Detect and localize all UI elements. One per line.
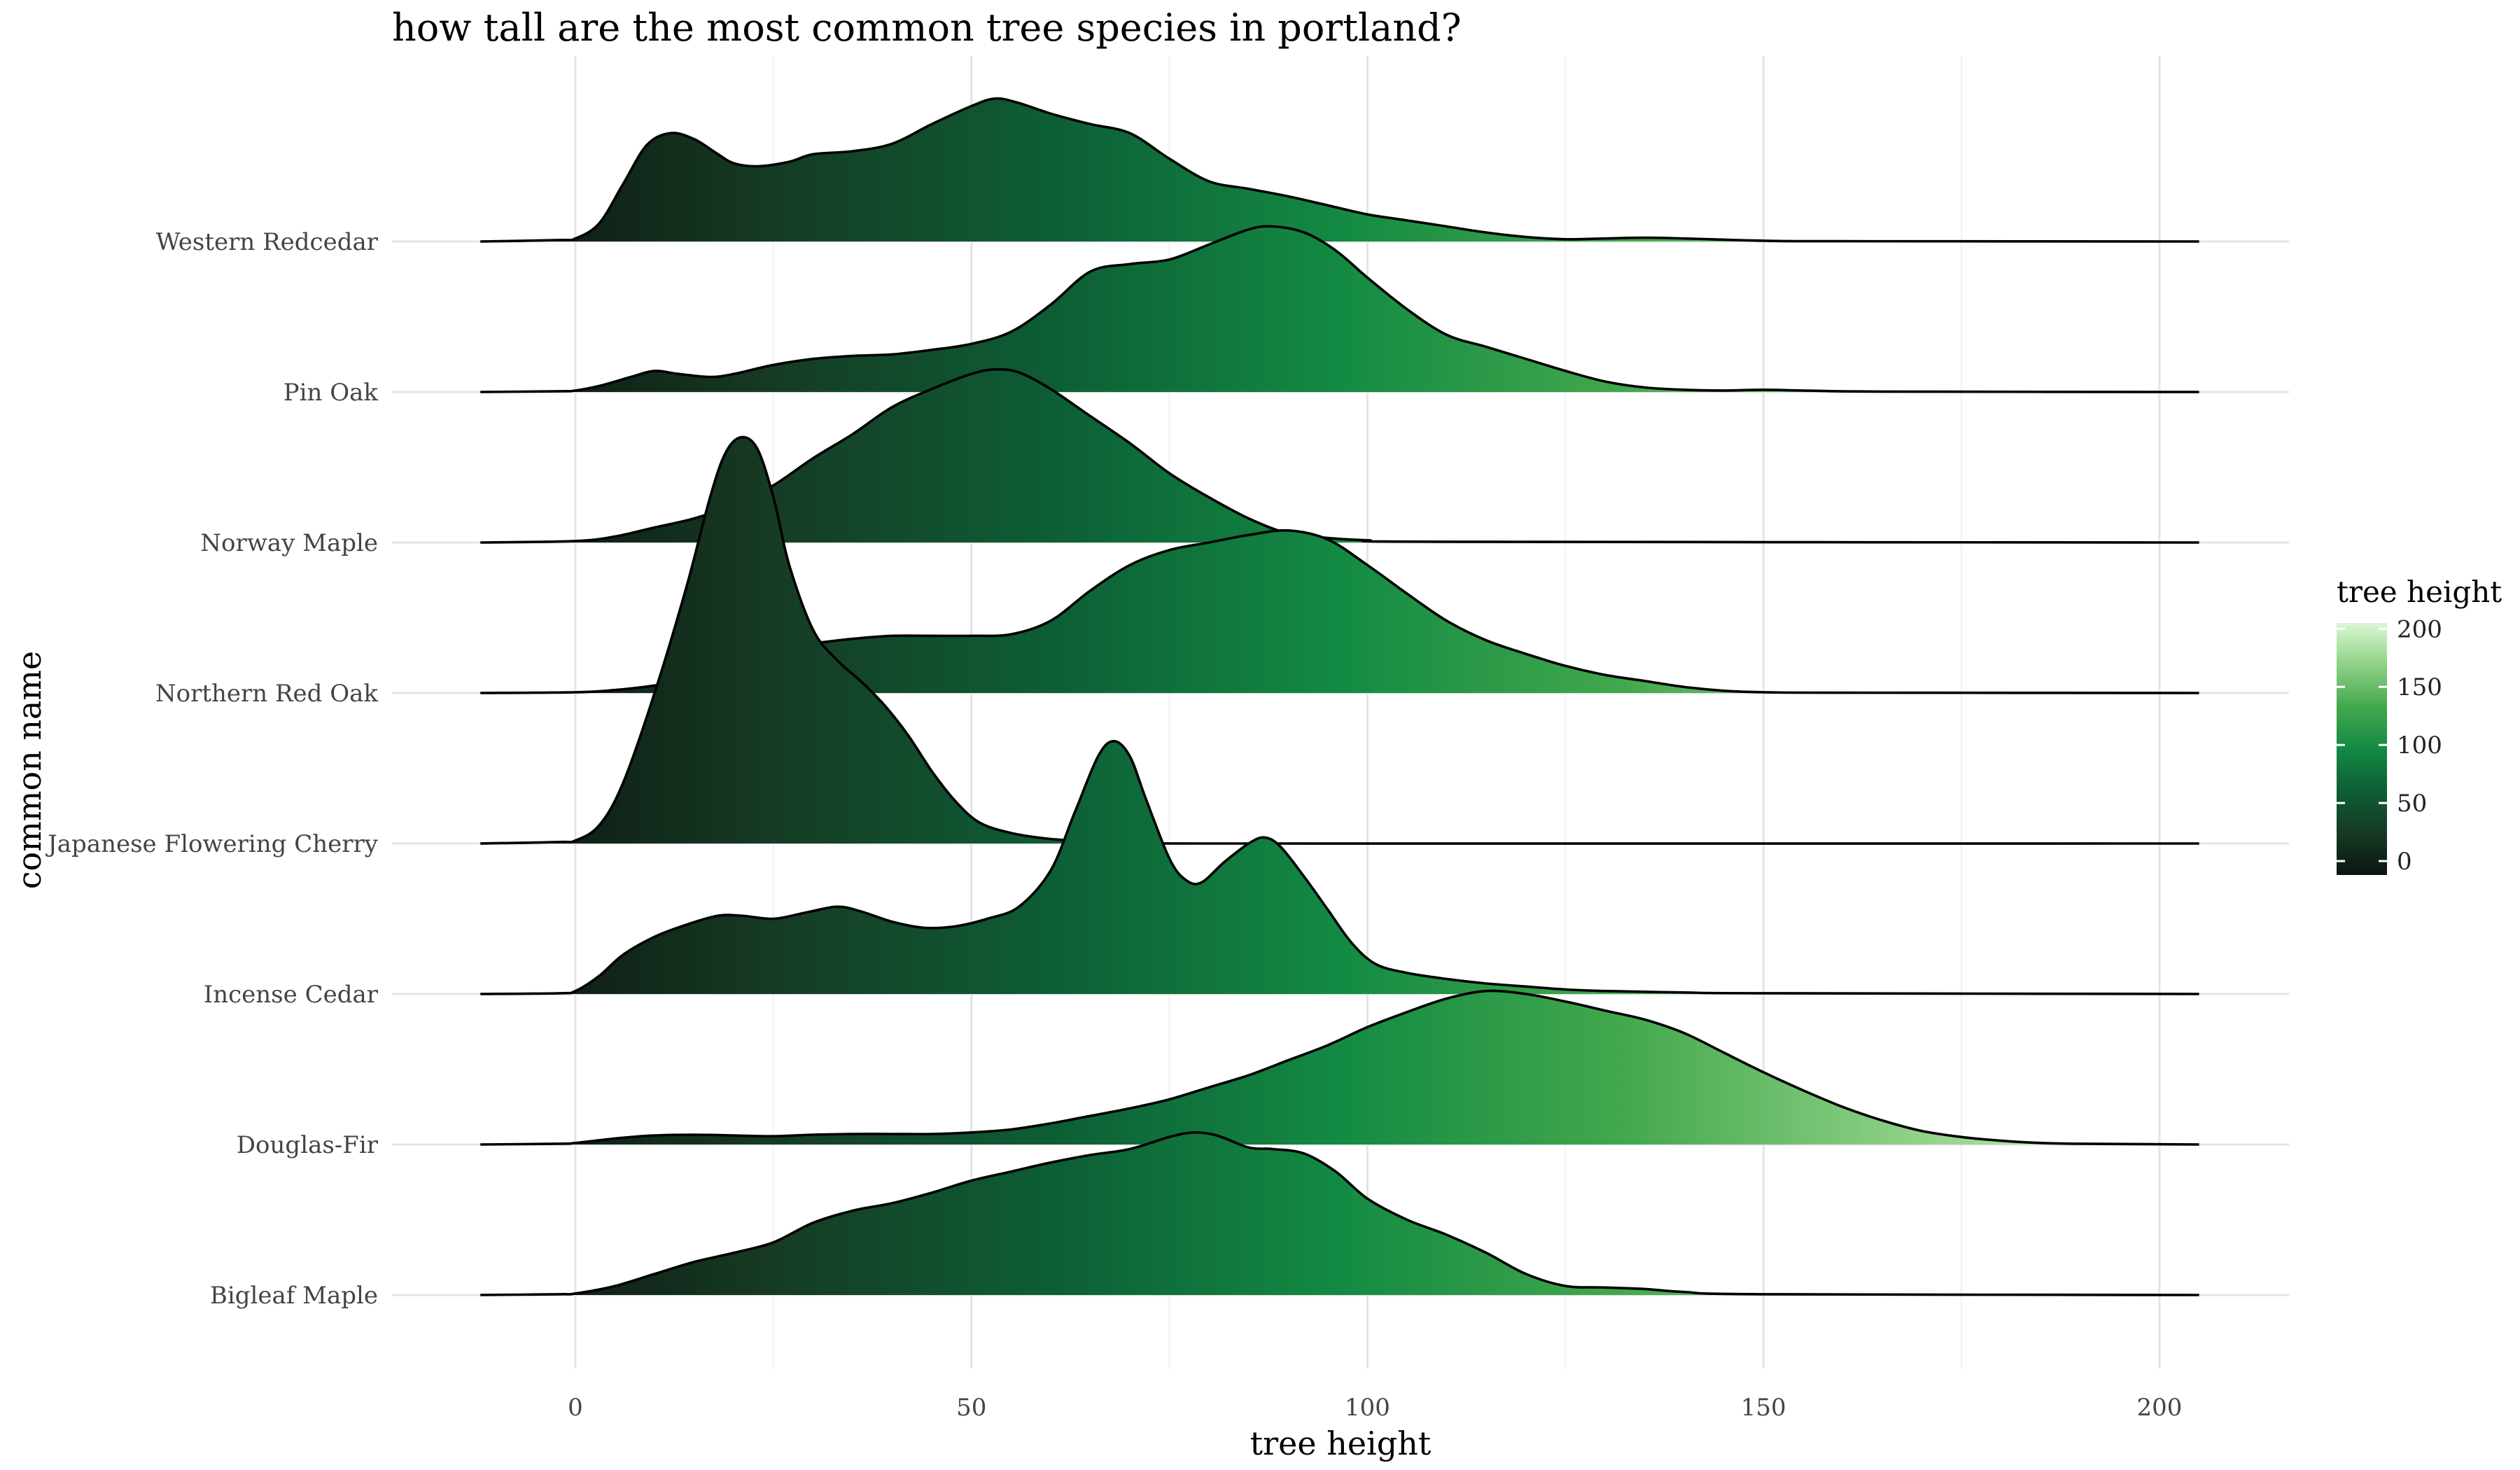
x-axis-title: tree height bbox=[1250, 1424, 1432, 1462]
x-tick-label: 0 bbox=[568, 1394, 583, 1422]
ridge-fill-incense-cedar bbox=[480, 741, 2199, 994]
y-tick-label: Norway Maple bbox=[200, 529, 378, 557]
legend-tick-label: 200 bbox=[2397, 615, 2442, 643]
y-tick-label: Japanese Flowering Cherry bbox=[46, 830, 379, 858]
y-tick-label: Bigleaf Maple bbox=[210, 1282, 378, 1310]
x-tick-label: 50 bbox=[956, 1394, 986, 1422]
legend-tick-label: 100 bbox=[2397, 732, 2442, 760]
ridge-fill-northern-red-oak bbox=[480, 530, 2199, 693]
ridge-fill-pin-oak bbox=[480, 226, 2199, 392]
ridge-line-pin-oak bbox=[480, 225, 2199, 393]
ridge-line-incense-cedar bbox=[480, 740, 2199, 995]
y-axis-title: common name bbox=[10, 651, 48, 890]
ridge-fill-western-redcedar bbox=[480, 98, 2199, 241]
ridge-line-western-redcedar bbox=[480, 97, 2199, 243]
legend-ticks: 0 50 100 150 200 bbox=[2337, 615, 2442, 876]
legend-colorbar bbox=[2337, 623, 2387, 875]
y-tick-label: Northern Red Oak bbox=[155, 680, 379, 708]
legend-tick-label: 0 bbox=[2397, 848, 2412, 876]
chart-title: how tall are the most common tree specie… bbox=[392, 6, 1462, 50]
legend-tick-label: 50 bbox=[2397, 790, 2427, 818]
ridge-fill-bigleaf-maple bbox=[480, 1132, 2199, 1295]
y-tick-label: Pin Oak bbox=[284, 379, 379, 407]
y-tick-label: Incense Cedar bbox=[204, 981, 379, 1009]
y-axis-tick-labels: Western Redcedar Pin Oak Norway Maple North… bbox=[46, 228, 379, 1310]
ridge-fill-japanese-flowering-cherry bbox=[480, 437, 2199, 844]
x-tick-label: 100 bbox=[1345, 1394, 1390, 1422]
y-tick-label: Douglas-Fir bbox=[237, 1131, 379, 1159]
ridge-fill-douglas-fir bbox=[480, 990, 2199, 1144]
x-tick-label: 200 bbox=[2137, 1394, 2183, 1422]
ridge-line-douglas-fir bbox=[480, 989, 2199, 1146]
legend-title: tree height bbox=[2337, 575, 2502, 609]
ridges bbox=[480, 97, 2199, 1296]
legend-tick-label: 150 bbox=[2397, 673, 2442, 701]
x-axis-tick-labels: 0 50 100 150 200 bbox=[568, 1394, 2182, 1422]
legend: tree height 0 50 100 150 200 bbox=[2337, 575, 2502, 876]
ridge-line-bigleaf-maple bbox=[480, 1130, 2199, 1296]
ridge-fill-norway-maple bbox=[480, 369, 2199, 542]
x-tick-label: 150 bbox=[1741, 1394, 1786, 1422]
y-tick-label: Western Redcedar bbox=[156, 228, 379, 256]
